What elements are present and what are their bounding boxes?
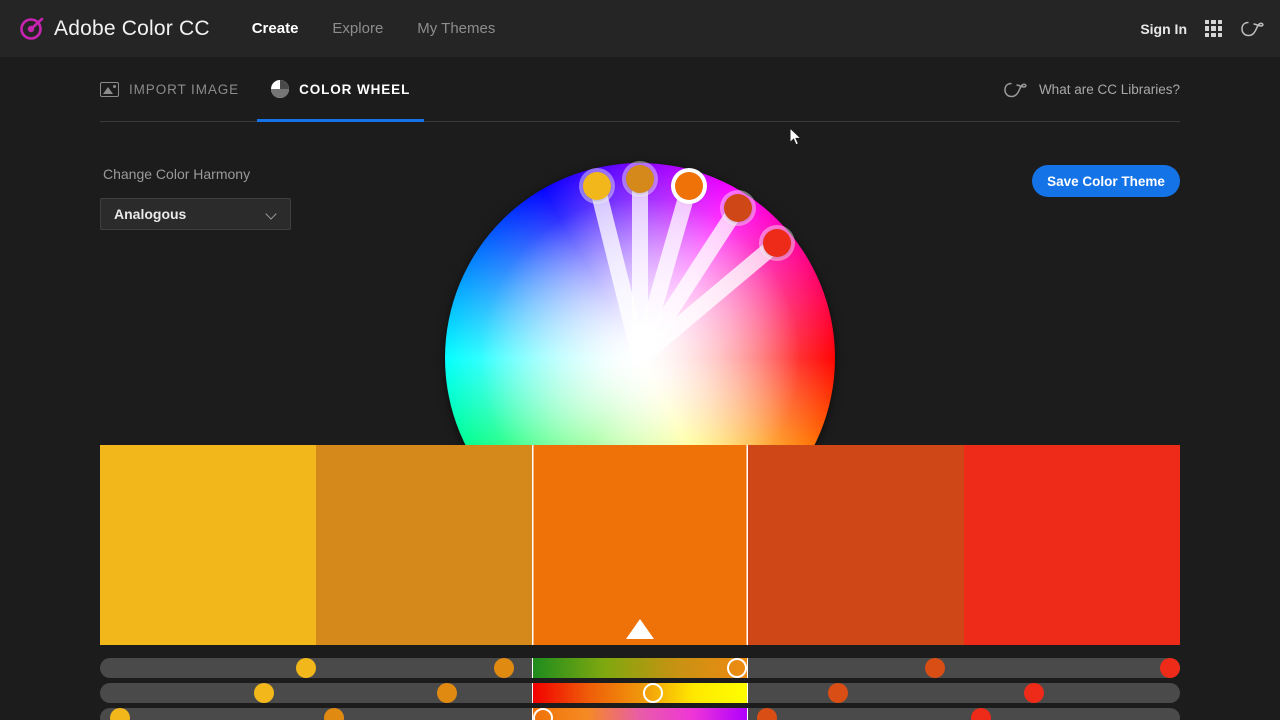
- wheel-marker-2[interactable]: [626, 164, 654, 193]
- sign-in-button[interactable]: Sign In: [1140, 20, 1187, 37]
- wheel-marker-1[interactable]: [583, 171, 612, 200]
- slider-handle-5[interactable]: [1024, 683, 1044, 703]
- swatch-1[interactable]: [100, 445, 316, 645]
- swatch-2[interactable]: [316, 445, 532, 645]
- nav-item-my-themes[interactable]: My Themes: [417, 20, 496, 37]
- swatch-3[interactable]: [532, 445, 748, 645]
- wheel-marker-3[interactable]: [675, 171, 704, 200]
- swatch-4[interactable]: [748, 445, 964, 645]
- slider-handle-5[interactable]: [971, 708, 991, 720]
- color-wheel-icon: [271, 80, 290, 98]
- cc-libraries-link[interactable]: What are CC Libraries?: [1003, 57, 1180, 122]
- slider-active-segment[interactable]: [532, 708, 748, 720]
- chevron-down-icon: [267, 210, 276, 219]
- creative-cloud-icon: [1003, 78, 1027, 102]
- active-swatch-caret-icon: [626, 619, 654, 639]
- adobe-color-logo-icon: [18, 16, 44, 42]
- saturation-slider-row[interactable]: [100, 683, 1180, 703]
- tab-color-wheel-label: COLOR WHEEL: [299, 81, 411, 97]
- slider-handle-2[interactable]: [437, 683, 457, 703]
- slider-handle-4[interactable]: [828, 683, 848, 703]
- cc-libraries-label: What are CC Libraries?: [1038, 82, 1180, 97]
- brand[interactable]: Adobe Color CC: [18, 16, 210, 42]
- wheel-marker-5[interactable]: [763, 228, 792, 257]
- harmony-dropdown[interactable]: Analogous: [100, 198, 291, 230]
- tab-color-wheel[interactable]: COLOR WHEEL: [257, 57, 425, 122]
- top-right-actions: Sign In: [1140, 0, 1264, 57]
- apps-grid-icon[interactable]: [1205, 20, 1222, 37]
- brightness-slider-row[interactable]: [100, 708, 1180, 720]
- slider-handle-1[interactable]: [254, 683, 274, 703]
- mouse-pointer-icon: [789, 126, 803, 147]
- tab-import-image[interactable]: IMPORT IMAGE: [100, 57, 239, 122]
- wheel-marker-4[interactable]: [723, 193, 752, 222]
- app-title: Adobe Color CC: [54, 16, 210, 40]
- hue-slider-row[interactable]: [100, 658, 1180, 678]
- slider-handle-2[interactable]: [324, 708, 344, 720]
- tab-bar: IMPORT IMAGE COLOR WHEEL What are CC Lib…: [100, 57, 1180, 122]
- slider-active-segment[interactable]: [532, 683, 748, 703]
- top-nav-items: Create Explore My Themes: [252, 20, 496, 37]
- top-navigation-bar: Adobe Color CC Create Explore My Themes …: [0, 0, 1280, 57]
- color-slider-panel: [100, 658, 1180, 720]
- slider-handle-2[interactable]: [494, 658, 514, 678]
- save-color-theme-button[interactable]: Save Color Theme: [1032, 165, 1180, 197]
- slider-handle-4[interactable]: [925, 658, 945, 678]
- slider-handle-5[interactable]: [1160, 658, 1180, 678]
- creative-cloud-icon[interactable]: [1240, 17, 1264, 41]
- slider-active-segment[interactable]: [532, 658, 748, 678]
- harmony-value: Analogous: [114, 206, 187, 222]
- harmony-label: Change Color Harmony: [103, 166, 251, 182]
- slider-handle-3[interactable]: [533, 708, 553, 720]
- nav-item-explore[interactable]: Explore: [332, 20, 384, 37]
- slider-handle-4[interactable]: [757, 708, 777, 720]
- nav-item-create[interactable]: Create: [251, 20, 299, 37]
- color-swatch-strip: [100, 445, 1180, 645]
- slider-handle-1[interactable]: [110, 708, 130, 720]
- slider-handle-1[interactable]: [296, 658, 316, 678]
- slider-handle-3[interactable]: [727, 658, 747, 678]
- slider-handle-3[interactable]: [643, 683, 663, 703]
- swatch-5[interactable]: [964, 445, 1180, 645]
- image-icon: [100, 81, 119, 97]
- tab-import-image-label: IMPORT IMAGE: [129, 81, 240, 97]
